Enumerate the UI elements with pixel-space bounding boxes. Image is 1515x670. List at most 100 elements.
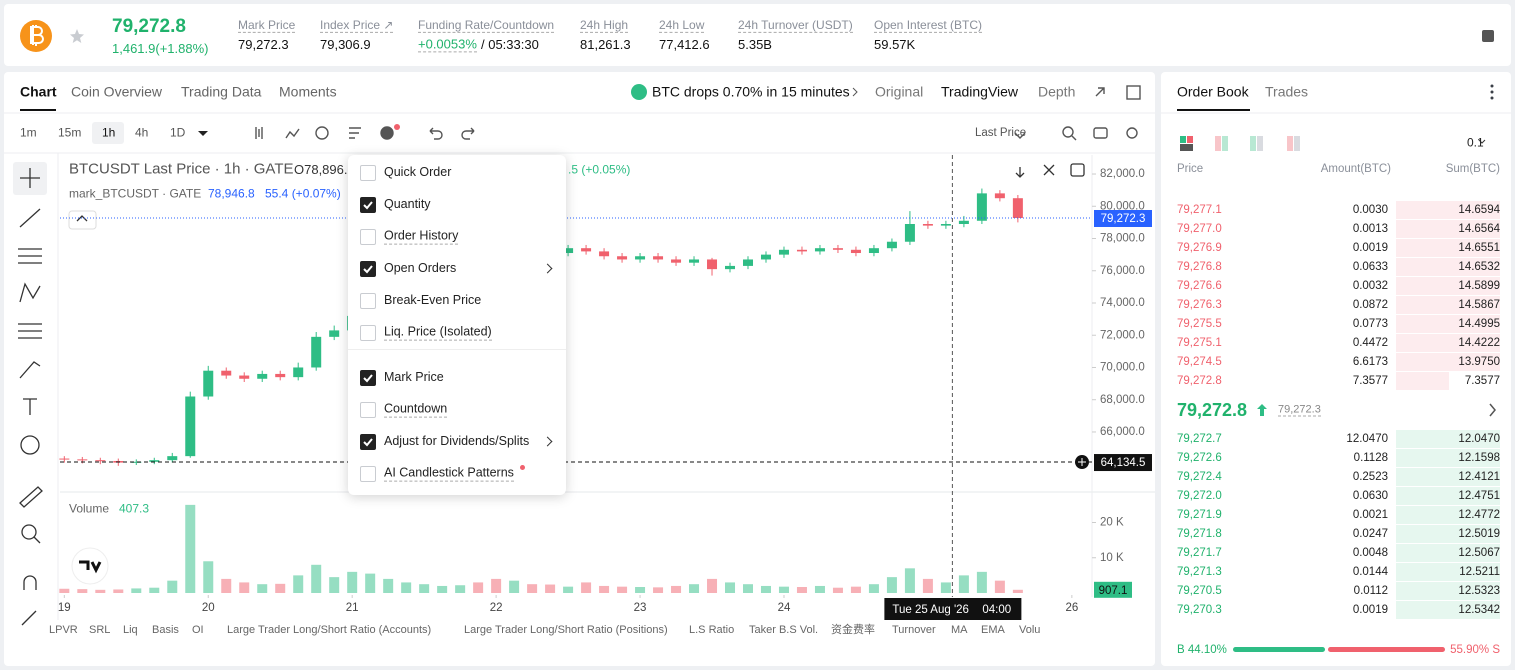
ob-price[interactable]: 79,272.6	[1177, 451, 1222, 464]
candle-body	[760, 254, 771, 260]
indicator[interactable]: Turnover	[892, 624, 936, 637]
chart-tab[interactable]: Moments	[279, 83, 337, 100]
candle-body	[293, 367, 304, 378]
ob-price[interactable]: 79,276.6	[1177, 279, 1222, 292]
ob-price[interactable]: 79,272.0	[1177, 489, 1222, 502]
menu-checkbox[interactable]	[360, 165, 376, 181]
menu-item[interactable]: Countdown	[384, 401, 448, 418]
ob-precision[interactable]: 0.1	[1467, 135, 1484, 150]
ob-price[interactable]: 79,272.4	[1177, 470, 1222, 483]
ob-price[interactable]: 79,271.7	[1177, 546, 1222, 559]
ob-price[interactable]: 79,275.1	[1177, 336, 1222, 349]
badge	[394, 124, 400, 130]
menu-item[interactable]: AI Candlestick Patterns	[384, 465, 514, 482]
menu-item[interactable]: Liq. Price (Isolated)	[384, 324, 492, 341]
chart-tab[interactable]: Coin Overview	[71, 83, 163, 100]
interval[interactable]: 1h	[102, 125, 116, 140]
ob-price[interactable]: 79,271.9	[1177, 508, 1222, 521]
chart-tab[interactable]: Chart	[20, 83, 57, 100]
interval[interactable]: 1m	[20, 125, 37, 140]
price-source[interactable]: Last Price	[975, 126, 1027, 139]
candle-body	[904, 223, 915, 242]
menu-checkbox[interactable]	[360, 466, 376, 482]
indicator[interactable]: Large Trader Long/Short Ratio (Accounts)	[227, 624, 432, 637]
menu-item[interactable]: Open Orders	[384, 261, 457, 276]
indicator[interactable]: L.S Ratio	[689, 624, 735, 637]
view-tab[interactable]: Depth	[1038, 83, 1076, 100]
depth-bar	[1396, 449, 1500, 467]
menu-item[interactable]: Break-Even Price	[384, 293, 482, 308]
menu-checkbox[interactable]	[360, 325, 376, 341]
alert[interactable]: BTC drops 0.70% in 15 minutes	[652, 83, 850, 100]
ob-amount: 0.2523	[1352, 470, 1388, 483]
indicator[interactable]: EMA	[981, 624, 1005, 637]
volume-bar	[760, 585, 771, 593]
ob-price[interactable]: 79,272.7	[1177, 432, 1222, 445]
ob-amount: 0.0247	[1352, 527, 1388, 540]
candle-body	[743, 259, 753, 266]
x-tick-label: 23	[634, 602, 647, 614]
indicator[interactable]: MA	[951, 624, 968, 637]
interval[interactable]: 15m	[58, 125, 82, 140]
indicator[interactable]: Volu	[1019, 624, 1041, 637]
dropdown-caret[interactable]	[198, 131, 208, 136]
alert-chevron	[852, 87, 858, 97]
indicator[interactable]: Taker B.S Vol.	[749, 624, 819, 637]
ob-price[interactable]: 79,276.9	[1177, 241, 1222, 254]
indicator[interactable]: SRL	[89, 624, 111, 637]
menu-checkbox[interactable]	[360, 293, 376, 309]
collapse-button[interactable]	[68, 210, 97, 230]
ob-amount: 6.6173	[1352, 355, 1388, 368]
menu-checkbox[interactable]	[360, 261, 376, 277]
menu-checkbox[interactable]	[360, 197, 376, 213]
candle-body	[868, 248, 879, 254]
volume-bar	[545, 584, 556, 593]
indicator[interactable]: Liq	[123, 624, 138, 637]
ob-price[interactable]: 79,277.1	[1177, 203, 1222, 216]
menu-checkbox[interactable]	[360, 229, 376, 245]
chart-tab[interactable]: Trading Data	[181, 83, 262, 100]
menu-separator	[348, 349, 566, 350]
indicator[interactable]: OI	[192, 624, 204, 637]
menu-item[interactable]: Mark Price	[384, 370, 444, 385]
y-tick-label: 70,000.0	[1100, 362, 1145, 374]
interval[interactable]: 4h	[135, 125, 149, 140]
indicator[interactable]: Basis	[152, 624, 179, 637]
depth-bar	[1396, 506, 1500, 524]
indicator[interactable]: 资金费率	[831, 624, 875, 637]
menu-item[interactable]: Quick Order	[384, 165, 452, 180]
menu-item[interactable]: Quantity	[384, 197, 431, 212]
y-tick-label: 72,000.0	[1100, 329, 1145, 341]
ob-price[interactable]: 79,276.8	[1177, 260, 1222, 273]
ob-tab[interactable]: Order Book	[1177, 83, 1249, 100]
indicator[interactable]: Large Trader Long/Short Ratio (Positions…	[464, 624, 668, 637]
ob-price[interactable]: 79,272.8	[1177, 374, 1222, 387]
menu-checkbox[interactable]	[360, 402, 376, 418]
header-icon[interactable]	[1482, 30, 1494, 42]
indicator[interactable]: LPVR	[49, 624, 78, 637]
ob-tab[interactable]: Trades	[1265, 83, 1309, 100]
ob-price[interactable]: 79,270.3	[1177, 603, 1222, 616]
x-tick-label: 21	[346, 602, 359, 614]
interval[interactable]: 1D	[170, 125, 186, 140]
menu-item[interactable]: Adjust for Dividends/Splits	[384, 434, 530, 449]
menu-checkbox[interactable]	[360, 434, 376, 450]
menu-item[interactable]: Order History	[384, 228, 459, 245]
favorite-star[interactable]	[70, 29, 84, 43]
candle-body	[832, 248, 843, 250]
view-tab[interactable]: Original	[875, 83, 924, 100]
stat-value: 5.35B	[738, 36, 772, 52]
volume-bar	[455, 585, 466, 593]
menu-checkbox[interactable]	[360, 370, 376, 386]
ob-price[interactable]: 79,271.8	[1177, 527, 1222, 540]
ob-price[interactable]: 79,275.5	[1177, 317, 1222, 330]
ob-price[interactable]: 79,271.3	[1177, 565, 1222, 578]
view-tab[interactable]: TradingView	[941, 83, 1019, 100]
ob-price[interactable]: 79,274.5	[1177, 355, 1222, 368]
ob-price[interactable]: 79,277.0	[1177, 222, 1222, 235]
ob-sum: 14.6532	[1458, 260, 1500, 273]
crosshair-date: Tue 25 Aug '26	[892, 604, 969, 616]
ob-price[interactable]: 79,270.5	[1177, 584, 1222, 597]
ob-price[interactable]: 79,276.3	[1177, 298, 1222, 311]
interval-selected	[92, 122, 124, 144]
